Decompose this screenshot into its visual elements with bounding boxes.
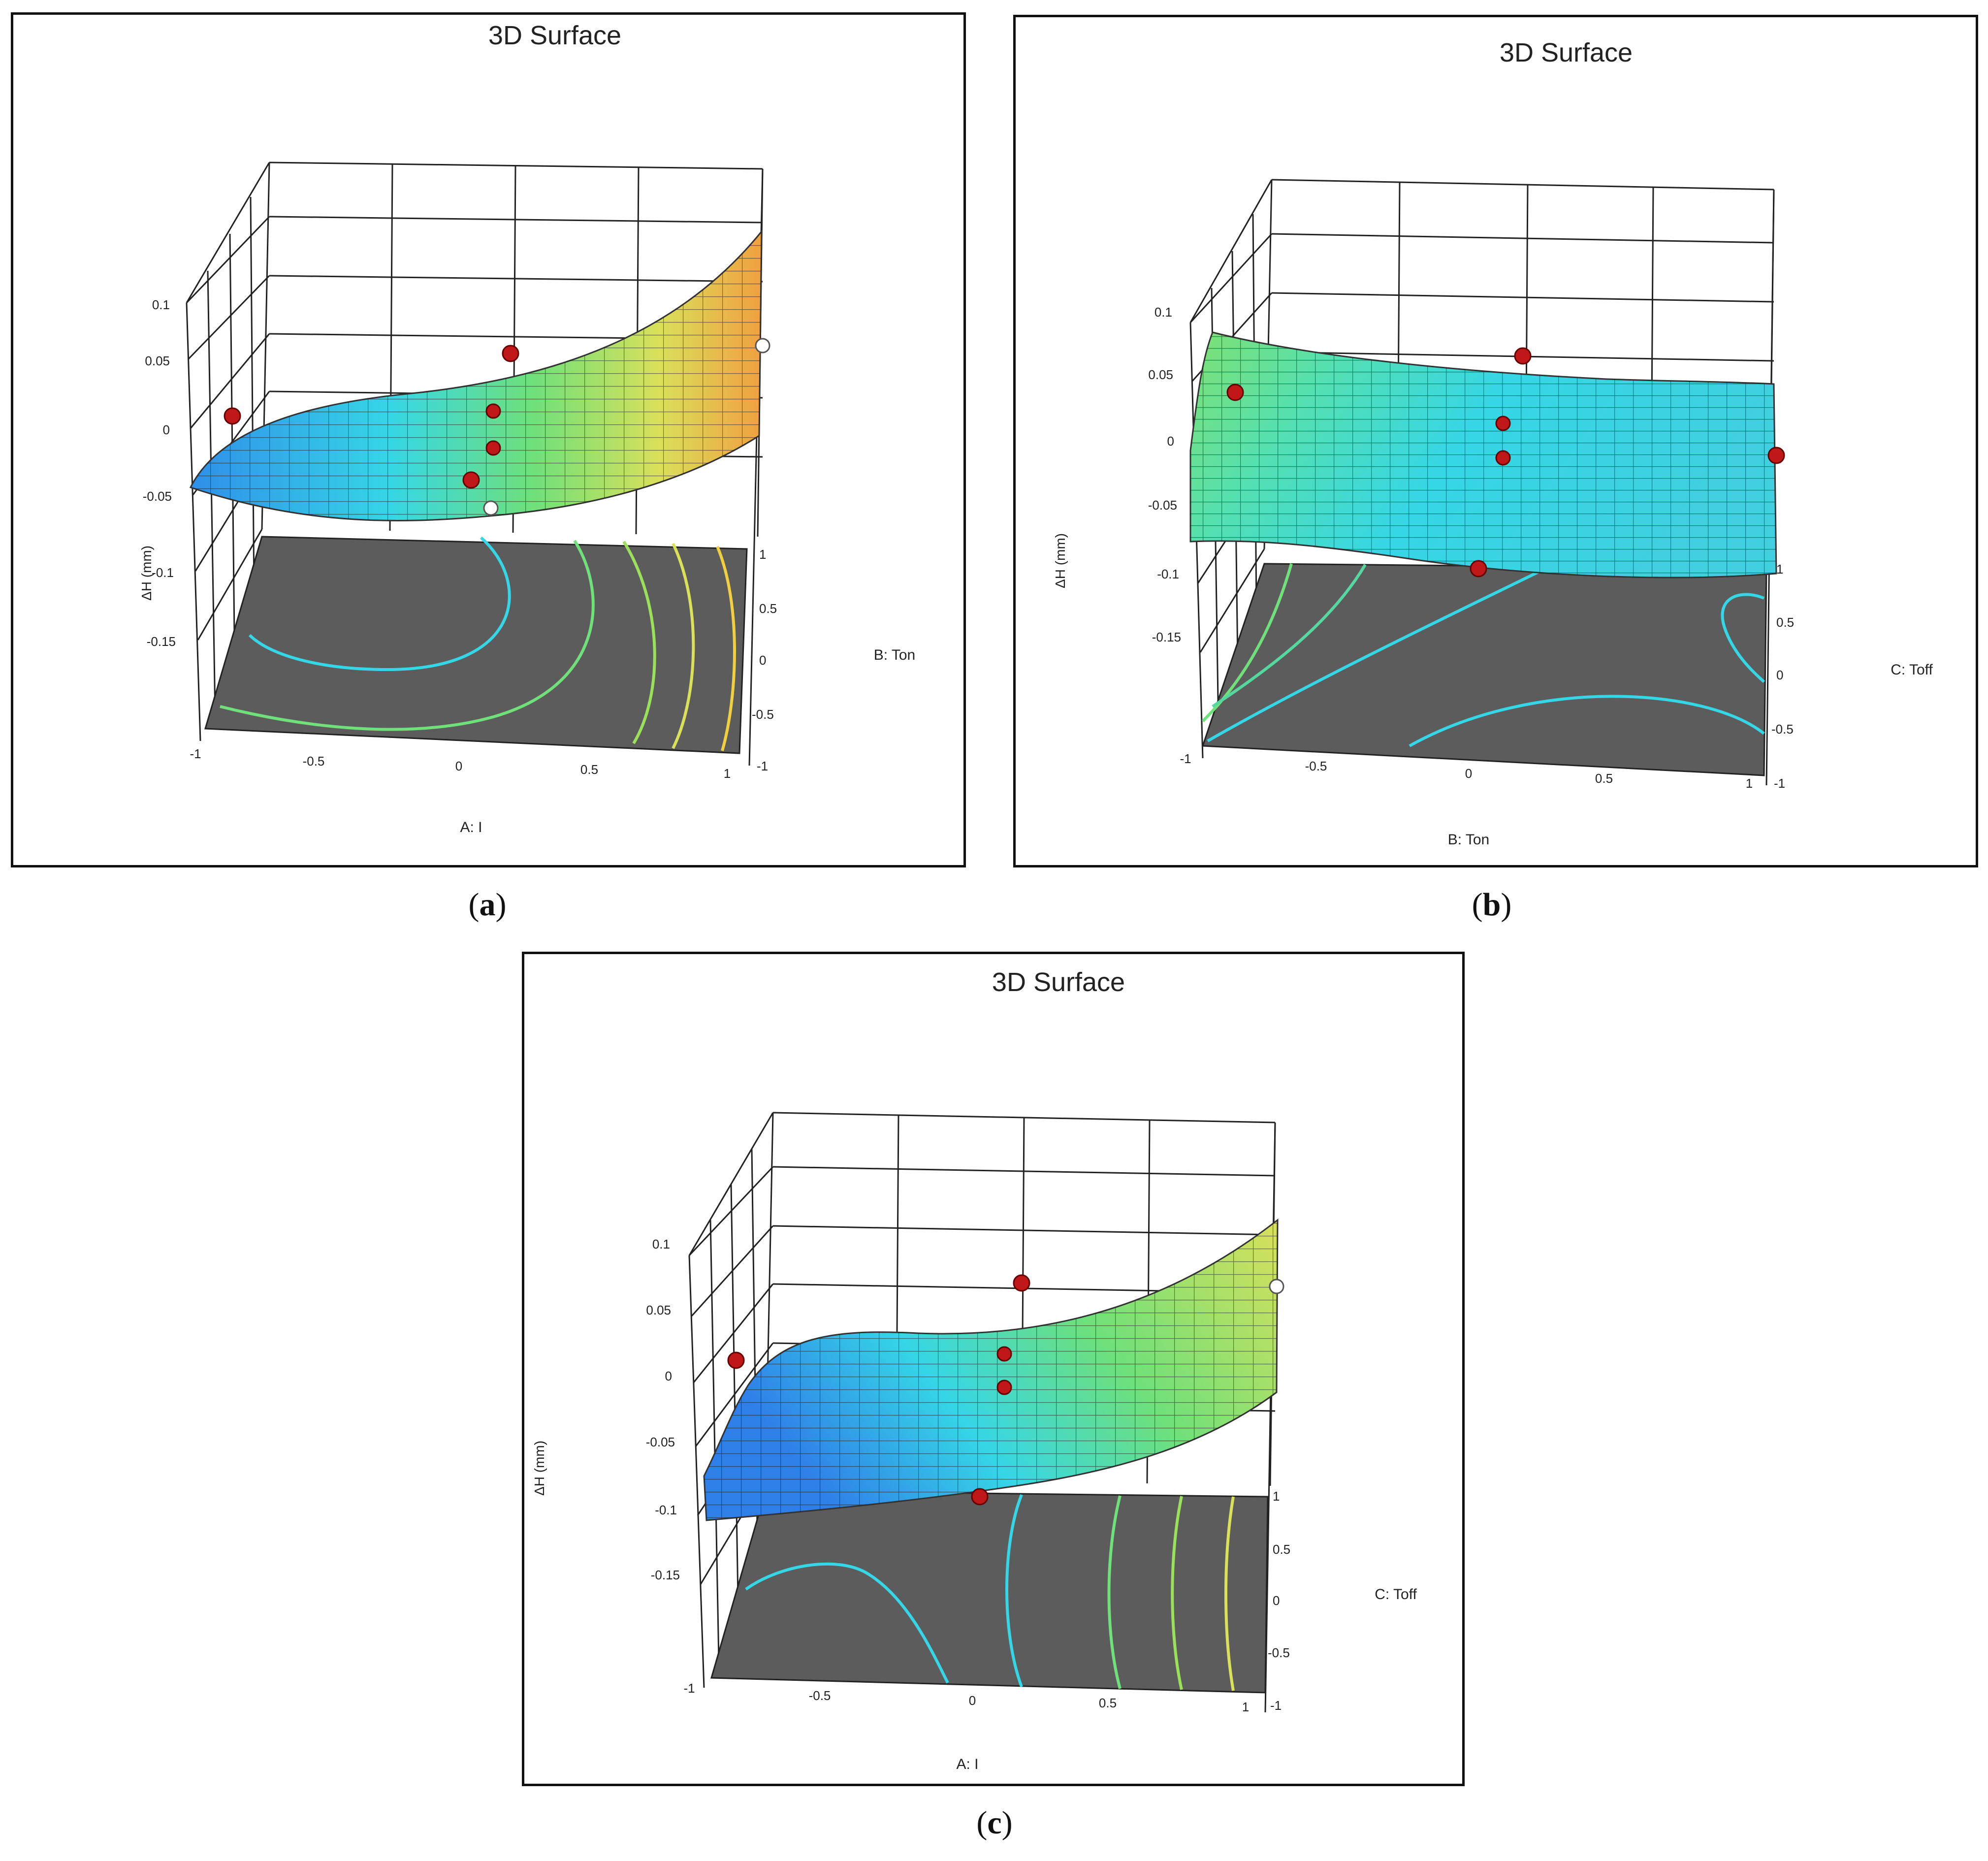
chart-panel-a: 3D Surface — [11, 12, 966, 867]
y-tick: 1 — [1273, 1489, 1280, 1504]
x-tick: 1 — [1242, 1700, 1249, 1714]
x-tick: 1 — [724, 766, 731, 781]
chart-panel-b: 3D Surface — [1013, 15, 1978, 867]
z-tick: -0.15 — [651, 1568, 680, 1582]
x-tick: -0.5 — [809, 1688, 831, 1703]
z-tick: -0.15 — [1152, 630, 1181, 644]
design-point — [1470, 560, 1487, 578]
y-axis-label: C: Toff — [1891, 662, 1933, 678]
x-tick: -1 — [1180, 751, 1191, 766]
y-tick: 0.5 — [1273, 1542, 1290, 1557]
surface-plot-a: 3D Surface — [139, 21, 916, 835]
contour-lines — [1201, 563, 1765, 747]
caption-c: (c) — [976, 1805, 1013, 1841]
z-tick: -0.15 — [147, 634, 176, 649]
z-tick: -0.05 — [143, 489, 172, 504]
design-point — [485, 440, 501, 456]
y-tick: 1 — [759, 547, 766, 562]
x-tick: 0.5 — [1595, 771, 1613, 786]
design-point — [1767, 447, 1785, 464]
z-tick: -0.05 — [646, 1435, 675, 1449]
contour-floor — [1201, 563, 1767, 776]
z-tick: 0.1 — [1154, 305, 1172, 320]
chart-panel-c: 3D Surface — [522, 952, 1465, 1786]
x-axis-label: B: Ton — [1448, 832, 1490, 848]
y-tick: 0 — [1273, 1593, 1280, 1608]
z-tick: 0 — [665, 1369, 672, 1383]
x-axis-label: A: I — [956, 1756, 978, 1772]
caption-b: (b) — [1472, 887, 1512, 923]
y-tick: -1 — [1270, 1698, 1282, 1713]
z-axis-label: ΔH (mm) — [139, 545, 154, 601]
design-point — [971, 1488, 989, 1506]
contour-lines — [220, 536, 736, 751]
y-axis-label: B: Ton — [874, 647, 916, 663]
x-tick: -0.5 — [1305, 759, 1327, 773]
y-tick: -0.5 — [1771, 722, 1794, 737]
y-tick: 1 — [1776, 562, 1783, 577]
z-tick: 0 — [1167, 434, 1174, 449]
x-tick: -1 — [683, 1681, 695, 1696]
z-tick: -0.1 — [1157, 567, 1179, 581]
y-tick: -1 — [1774, 776, 1785, 791]
chart-title: 3D Surface — [488, 21, 621, 50]
chart-title: 3D Surface — [992, 967, 1125, 997]
contour-floor — [204, 536, 748, 754]
design-point-hidden — [483, 500, 499, 516]
design-point-hidden — [755, 338, 770, 353]
y-axis-label: C: Toff — [1375, 1586, 1417, 1603]
design-point — [1514, 347, 1532, 365]
x-tick: -0.5 — [303, 754, 325, 769]
design-point — [996, 1346, 1012, 1362]
y-tick: 0 — [759, 653, 766, 668]
design-point — [1226, 384, 1244, 401]
y-tick: -0.5 — [752, 707, 774, 722]
design-point — [462, 471, 480, 489]
z-tick: -0.1 — [655, 1503, 677, 1517]
contour-lines — [745, 1494, 1235, 1691]
z-tick: -0.1 — [152, 565, 174, 580]
z-tick: 0 — [163, 422, 170, 437]
surface-plot-b: 3D Surface — [1053, 38, 1933, 848]
z-axis-label: ΔH (mm) — [1053, 533, 1068, 588]
x-tick: 0.5 — [580, 762, 598, 777]
chart-title: 3D Surface — [1500, 38, 1633, 67]
y-tick: 0 — [1776, 668, 1783, 682]
z-tick: -0.05 — [1148, 498, 1177, 513]
caption-a: (a) — [468, 887, 507, 923]
x-tick: -1 — [190, 746, 201, 761]
y-tick: 0.5 — [1776, 615, 1794, 630]
x-tick: 0.5 — [1099, 1696, 1117, 1710]
x-tick: 0 — [969, 1693, 976, 1708]
x-tick: 1 — [1746, 776, 1753, 791]
x-tick: 0 — [455, 759, 462, 773]
design-point — [224, 407, 241, 425]
surface-plot-c: 3D Surface — [532, 967, 1417, 1772]
contour-floor — [710, 1490, 1269, 1694]
y-tick: -0.5 — [1268, 1645, 1290, 1660]
design-point — [1013, 1274, 1030, 1292]
design-point — [996, 1380, 1012, 1395]
design-point — [485, 403, 501, 419]
z-tick: 0.05 — [646, 1303, 671, 1317]
design-point — [502, 345, 519, 362]
design-points — [224, 338, 770, 516]
x-tick: 0 — [1465, 766, 1472, 781]
design-point — [1495, 416, 1511, 431]
z-tick: 0.05 — [145, 353, 170, 368]
z-tick: 0.05 — [1148, 367, 1173, 382]
design-points — [727, 1274, 1284, 1506]
z-tick: 0.1 — [152, 297, 170, 312]
design-point — [727, 1351, 745, 1369]
design-point — [1495, 450, 1511, 466]
y-tick: 0.5 — [759, 601, 777, 616]
x-axis-label: A: I — [460, 819, 482, 835]
z-axis-label: ΔH (mm) — [532, 1441, 547, 1496]
design-point-hidden — [1269, 1279, 1284, 1294]
design-points — [1226, 347, 1785, 578]
z-tick: 0.1 — [652, 1237, 670, 1251]
y-tick: -1 — [757, 759, 768, 773]
